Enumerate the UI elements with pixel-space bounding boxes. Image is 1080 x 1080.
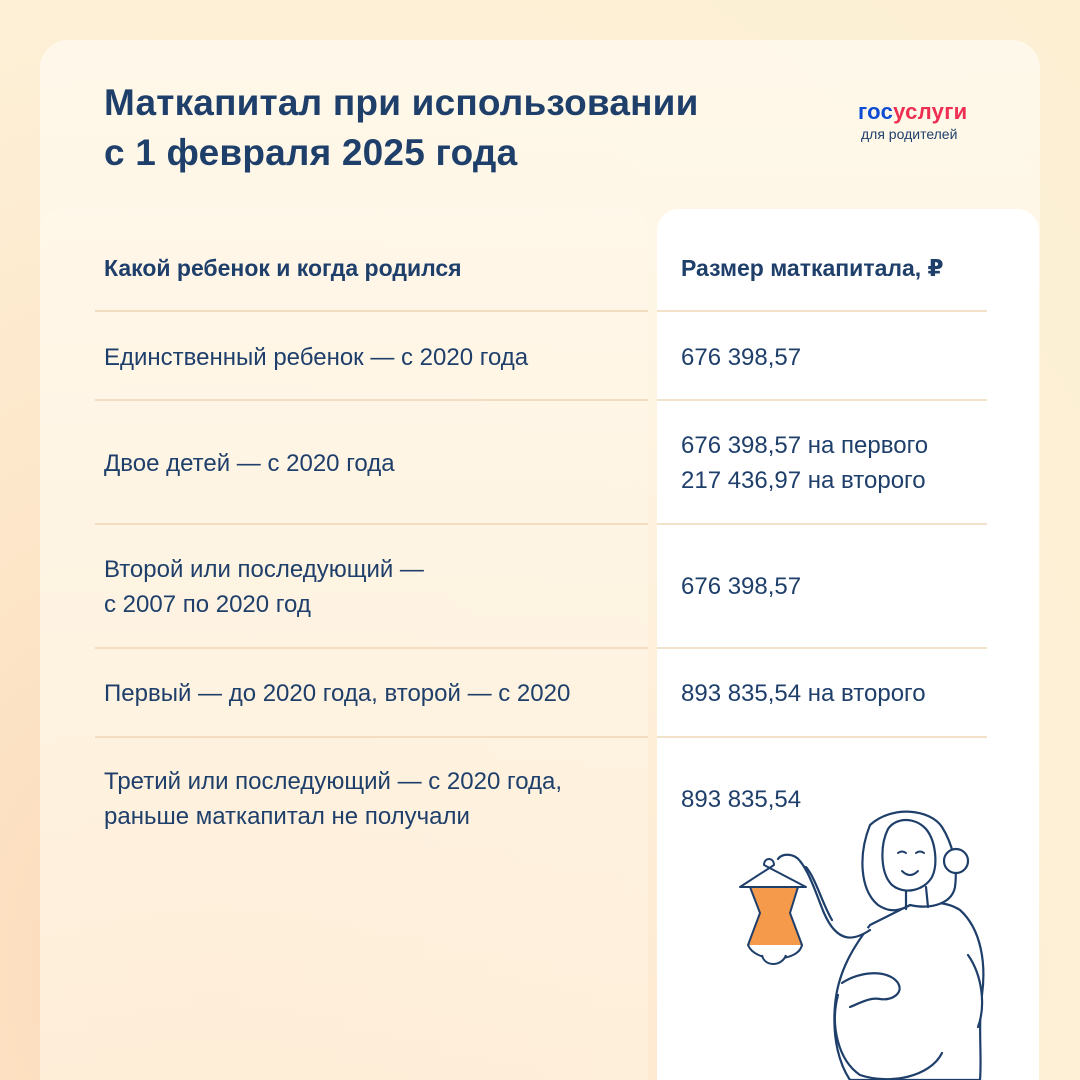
logo-gos-text: гос [858,99,894,124]
page-title: Маткапитал при использовании с 1 февраля… [104,78,699,178]
left-column-card [40,209,648,1080]
logo-uslugi-text: услуги [893,99,968,124]
row-5-child: Третий или последующий — с 2020 года, ра… [104,764,562,834]
logo-subtitle: для родителей [861,126,958,142]
raised-arm-inner [804,865,834,922]
row-1-child: Единственный ребенок — с 2020 года [104,340,528,375]
divider [95,399,648,401]
logo-wordmark: госуслуги [858,100,968,124]
right-eye [915,850,925,854]
row-2-child-line-1: Двое детей — с 2020 года [104,450,395,477]
gosuslugi-logo[interactable]: госуслуги для родителей [858,100,968,143]
divider [657,399,987,401]
left-eye [897,850,907,854]
divider [95,310,648,312]
title-line-1: Маткапитал при использовании [104,82,699,123]
divider [657,310,987,312]
row-1-amount-line-1: 676 398,57 [681,344,802,371]
row-5-child-line-1: Третий или последующий — с 2020 года, [104,768,563,795]
side-arm [966,953,984,1029]
header-amount: Размер маткапитала, ₽ [681,255,944,281]
row-2-amount-line-1: 676 398,57 на первого [681,432,929,459]
row-2-amount: 676 398,57 на первого 217 436,97 на втор… [681,428,928,498]
row-5-child-line-2: раньше маткапитал не получали [104,803,470,830]
hanger-icon [739,858,807,888]
row-5-amount-line-1: 893 835,54 [681,786,802,813]
hand-on-belly [840,972,901,1009]
divider [95,647,648,649]
baby-dress [739,858,807,965]
pregnant-woman-holding-baby-dress-illustration [739,810,985,1080]
divider [657,523,987,525]
divider [657,736,987,738]
row-4-amount-line-1: 893 835,54 на второго [681,680,926,707]
neck-lines [904,885,930,911]
row-2-child: Двое детей — с 2020 года [104,446,395,481]
belly-outline [833,993,944,1080]
row-3-amount: 676 398,57 [681,569,801,604]
row-4-amount: 893 835,54 на второго [681,676,926,711]
face-shape [881,818,937,892]
row-5-amount: 893 835,54 [681,782,801,817]
title-line-2: с 1 февраля 2025 года [104,132,518,173]
row-3-child: Второй или последующий — с 2007 по 2020 … [104,552,424,622]
divider [95,523,648,525]
row-3-child-line-2: с 2007 по 2020 год [104,591,311,618]
row-1-child-line-1: Единственный ребенок — с 2020 года [104,344,529,371]
header-child: Какой ребенок и когда родился [104,255,462,281]
row-3-child-line-1: Второй или последующий — [104,556,424,583]
row-4-child: Первый — до 2020 года, второй — с 2020 [104,676,570,711]
dress-body [747,886,803,952]
dress-bloomers [761,954,787,965]
row-4-child-line-1: Первый — до 2020 года, второй — с 2020 [104,680,571,707]
divider [95,736,648,738]
raised-arm [776,853,872,939]
row-2-amount-line-2: 217 436,97 на второго [681,467,926,494]
smile [901,870,919,876]
row-3-amount-line-1: 676 398,57 [681,573,802,600]
row-1-amount: 676 398,57 [681,340,801,375]
hair-bun [942,847,970,875]
divider [657,647,987,649]
